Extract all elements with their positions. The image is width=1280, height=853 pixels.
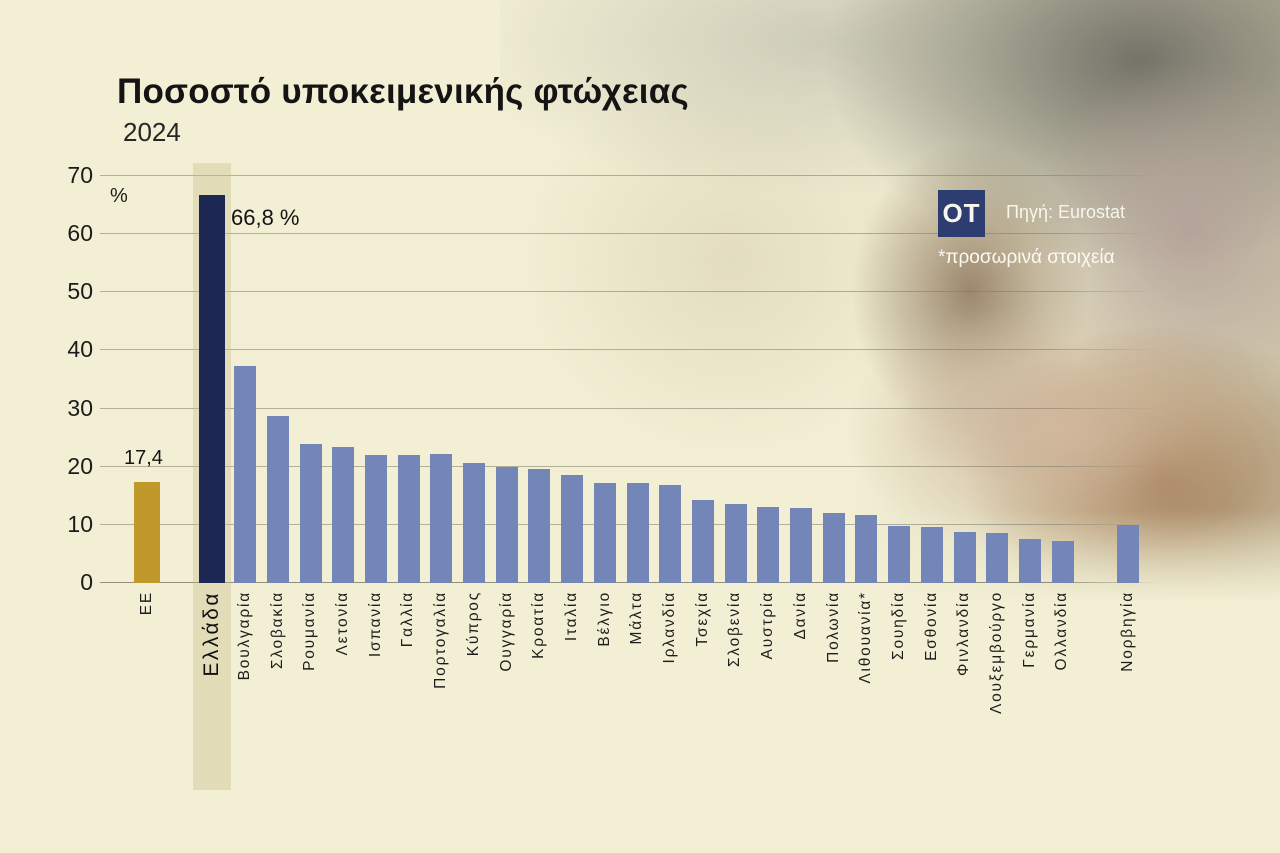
bar-Ισπανία — [364, 454, 387, 583]
x-label-Ολλανδία: Ολλανδία — [1053, 591, 1071, 671]
bar-Μάλτα — [626, 483, 649, 583]
x-label-Ελλάδα: Ελλάδα — [200, 591, 224, 677]
bar-Ελλάδα — [199, 194, 226, 583]
bar-Κύπρος — [463, 463, 486, 583]
bar-Γερμανία — [1018, 538, 1041, 583]
chart-title: Ποσοστό υποκειμενικής φτώχειας — [117, 72, 689, 111]
x-label-Λετονία: Λετονία — [334, 591, 352, 656]
x-label-Λιθουανία*: Λιθουανία* — [857, 591, 875, 684]
x-label-Κύπρος: Κύπρος — [464, 591, 482, 657]
provisional-data-note: *προσωρινά στοιχεία — [938, 247, 1115, 268]
bar-Σουηδία — [888, 526, 911, 583]
x-axis-labels: ΕΕ Ελλάδα Βουλγαρία Σλοβακία Ρουμανία Λετονία… — [131, 591, 1145, 821]
x-label-Τσεχία: Τσεχία — [693, 591, 711, 647]
x-label-Ουγγαρία: Ουγγαρία — [497, 591, 515, 672]
source-label: Πηγή: Eurostat — [1006, 202, 1126, 222]
bar-Σλοβακία — [266, 416, 289, 583]
x-label-Εσθονία: Εσθονία — [922, 591, 940, 661]
bar-Ιρλανδία — [659, 484, 682, 583]
x-label-Νορβηγία: Νορβηγία — [1118, 591, 1136, 672]
x-label-Βουλγαρία: Βουλγαρία — [235, 591, 253, 681]
x-label-Ιταλία: Ιταλία — [562, 591, 580, 642]
x-label-Γερμανία: Γερμανία — [1020, 591, 1038, 668]
bar-Κροατία — [528, 469, 551, 583]
bar-Ιταλία — [561, 474, 584, 583]
x-label-Φινλανδία: Φινλανδία — [955, 591, 973, 677]
x-label-Λουξεμβούργο: Λουξεμβούργο — [988, 591, 1006, 715]
gridline-60 — [100, 233, 1160, 235]
bar-Λετονία — [332, 446, 355, 583]
bar-Λουξεμβούργο — [986, 533, 1009, 583]
x-label-Βέλγιο: Βέλγιο — [595, 591, 613, 647]
bar-Ρουμανία — [299, 444, 322, 583]
eu-value-label: 17,4 — [124, 447, 163, 469]
x-label-Πορτογαλία: Πορτογαλία — [432, 591, 450, 689]
bar-Βέλγιο — [593, 483, 616, 583]
gridline-20 — [100, 465, 1160, 467]
bar-Εσθονία — [920, 527, 943, 583]
bar-Νορβηγία — [1117, 524, 1140, 583]
x-label-Ρουμανία: Ρουμανία — [301, 591, 319, 671]
bar-Ολλανδία — [1051, 540, 1074, 583]
y-tick-label-60: 60 — [67, 220, 93, 247]
x-label-Πολωνία: Πολωνία — [824, 591, 842, 663]
y-tick-label-70: 70 — [67, 162, 93, 188]
x-label-Σουηδία: Σουηδία — [889, 591, 907, 660]
bar-Δανία — [790, 508, 813, 583]
chart-year-subtitle: 2024 — [123, 117, 181, 147]
gridline-40 — [100, 349, 1160, 351]
x-label-Γαλλία: Γαλλία — [399, 591, 417, 648]
y-axis: 0 10 20 30 40 50 60 70 — [36, 164, 93, 594]
x-label-Αυστρία: Αυστρία — [759, 591, 777, 660]
y-tick-label-0: 0 — [80, 569, 93, 595]
greece-value-label: 66,8 % — [231, 205, 300, 230]
bar-Βουλγαρία — [234, 366, 257, 583]
x-label-Ισπανία: Ισπανία — [366, 591, 384, 658]
y-tick-label-20: 20 — [67, 452, 93, 479]
bar-Σλοβενία — [724, 503, 747, 583]
gridline-50 — [100, 291, 1160, 293]
y-axis-unit-label: % — [110, 185, 128, 207]
x-label-Σλοβακία: Σλοβακία — [268, 591, 286, 670]
y-tick-label-10: 10 — [67, 510, 93, 537]
x-label-Σλοβενία: Σλοβενία — [726, 591, 744, 668]
bar-Φινλανδία — [953, 531, 976, 583]
x-label-Ιρλανδία: Ιρλανδία — [661, 591, 679, 664]
bar-Πολωνία — [822, 513, 845, 583]
ot-logo: OT — [938, 190, 985, 237]
x-label-ΕΕ: ΕΕ — [137, 591, 155, 616]
y-tick-label-30: 30 — [67, 394, 93, 421]
bar-ΕΕ — [134, 481, 161, 583]
bar-Πορτογαλία — [430, 453, 453, 583]
bar-Αυστρία — [757, 506, 780, 583]
gridline-30 — [100, 407, 1160, 409]
bar-Γαλλία — [397, 455, 420, 583]
gridline-70 — [100, 175, 1160, 176]
bar-Λιθουανία* — [855, 514, 878, 583]
y-tick-label-50: 50 — [67, 278, 93, 305]
y-tick-label-40: 40 — [67, 336, 93, 363]
bar-Ουγγαρία — [495, 467, 518, 583]
x-label-Κροατία: Κροατία — [530, 591, 548, 659]
x-label-Μάλτα: Μάλτα — [628, 591, 646, 645]
x-label-Δανία: Δανία — [791, 591, 809, 640]
bars-layer — [131, 176, 1145, 583]
bar-Τσεχία — [691, 499, 714, 583]
